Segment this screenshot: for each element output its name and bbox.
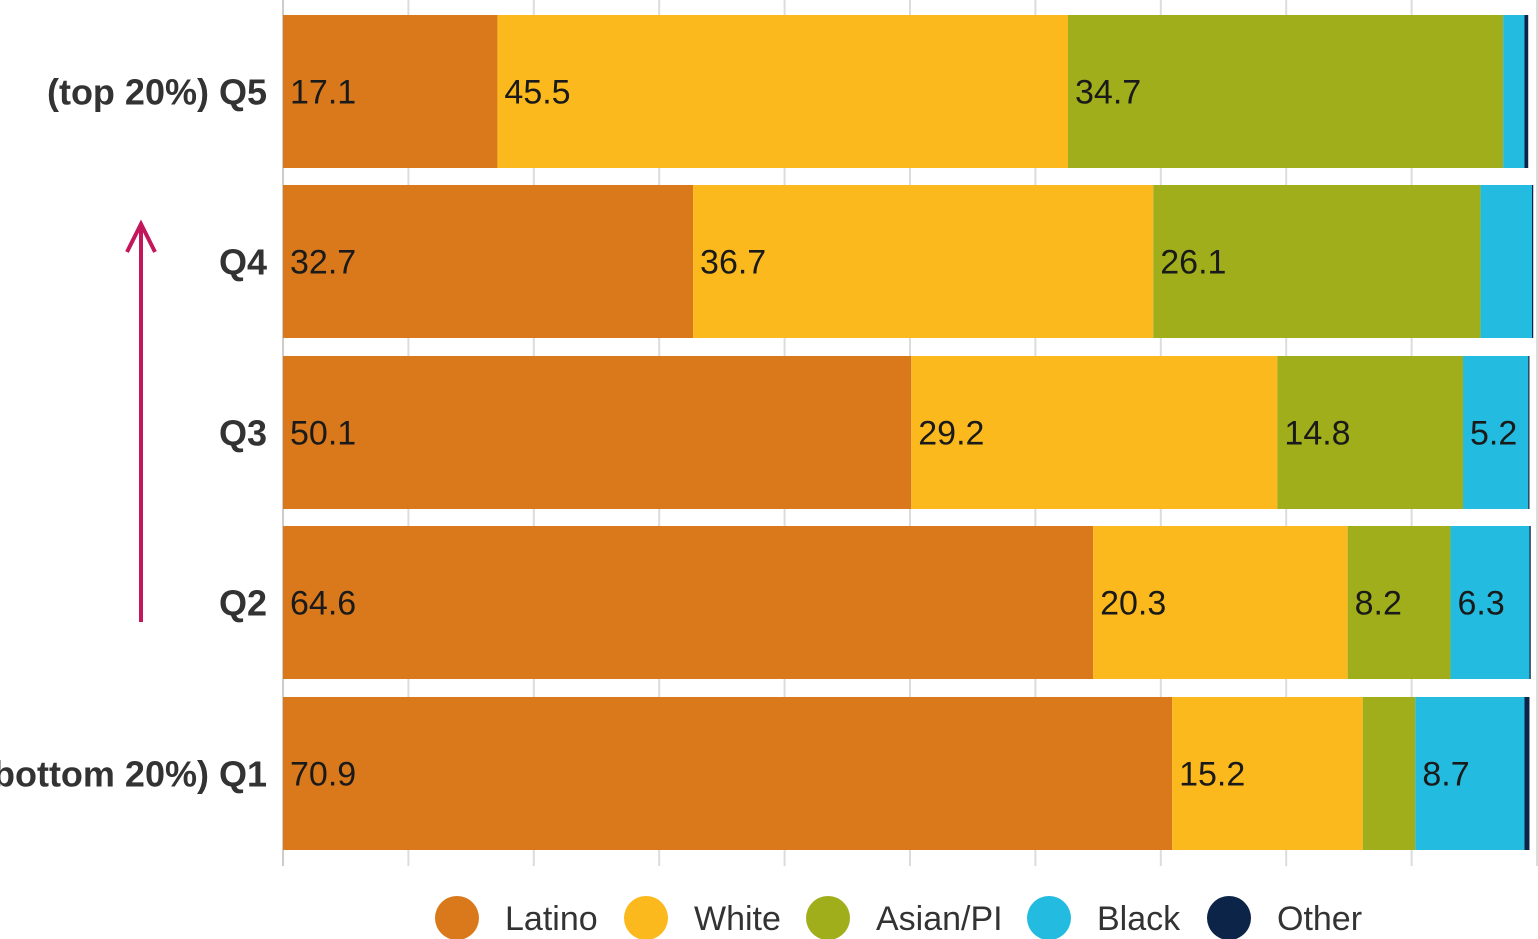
bar-segment-black xyxy=(1463,356,1529,509)
bar-segment-asian-pi xyxy=(1068,15,1504,168)
data-label: 29.2 xyxy=(918,415,984,453)
data-labels: 17.1 45.5 34.7 32.7 36.7 26.1 50.1 29.2 14.8 5.2 6… xyxy=(290,74,1517,794)
bar-segment-latino xyxy=(283,15,498,168)
data-label: 17.1 xyxy=(290,74,356,112)
bar-segment-black xyxy=(1503,15,1525,168)
legend-swatch xyxy=(1207,896,1251,939)
bar-segment-white xyxy=(693,185,1154,338)
data-label: 34.7 xyxy=(1075,74,1141,112)
legend-label: Asian/PI xyxy=(876,900,1003,938)
category-labels: (top 20%) Q5 Q4 Q3 Q2 (bottom 20%) Q1 xyxy=(0,72,267,795)
bar-segment-asian-pi xyxy=(1347,526,1451,679)
bar-segment-asian-pi xyxy=(1153,185,1481,338)
legend-label: Latino xyxy=(505,900,598,938)
data-label: 32.7 xyxy=(290,244,356,282)
bar-segment-other xyxy=(1529,526,1531,679)
bar-segment-white xyxy=(911,356,1278,509)
arrow-head xyxy=(125,219,157,253)
legend-swatch xyxy=(624,896,668,939)
data-label: 6.3 xyxy=(1457,585,1504,623)
legend: Latino White Asian/PI Black Other xyxy=(435,896,1362,939)
bar-segment-other xyxy=(1528,356,1530,509)
data-label: 8.7 xyxy=(1422,756,1469,794)
bar-segment-white xyxy=(497,15,1069,168)
category-label: (top 20%) Q5 xyxy=(47,72,267,113)
legend-label: White xyxy=(694,900,781,938)
legend-swatch xyxy=(806,896,850,939)
bar-segment-asian-pi xyxy=(1362,697,1416,850)
legend-label: Other xyxy=(1277,900,1362,938)
legend-swatch xyxy=(435,896,479,939)
bar-segment-black xyxy=(1450,526,1530,679)
data-label: 70.9 xyxy=(290,756,356,794)
category-label: Q2 xyxy=(219,583,267,624)
bar-segment-other xyxy=(1531,185,1534,338)
bars xyxy=(283,15,1534,850)
data-label: 26.1 xyxy=(1160,244,1226,282)
bar-segment-asian-pi xyxy=(1277,356,1464,509)
data-label: 36.7 xyxy=(700,244,766,282)
category-label: Q3 xyxy=(219,413,267,454)
data-label: 20.3 xyxy=(1100,585,1166,623)
trend-arrow xyxy=(125,219,157,622)
bar-segment-black xyxy=(1415,697,1525,850)
bar-segment-latino xyxy=(283,185,694,338)
bar-segment-latino xyxy=(283,697,1173,850)
bar-segment-latino xyxy=(283,356,912,509)
data-label: 50.1 xyxy=(290,415,356,453)
data-label: 8.2 xyxy=(1355,585,1402,623)
bar-segment-other xyxy=(1524,697,1530,850)
data-label: 15.2 xyxy=(1179,756,1245,794)
bar-segment-other xyxy=(1524,15,1529,168)
legend-swatch xyxy=(1027,896,1071,939)
bar-segment-black xyxy=(1480,185,1532,338)
data-label: 5.2 xyxy=(1470,415,1517,453)
category-label: Q4 xyxy=(219,242,267,283)
category-label: (bottom 20%) Q1 xyxy=(0,754,267,795)
legend-label: Black xyxy=(1097,900,1181,938)
bar-segment-white xyxy=(1172,697,1363,850)
bar-segment-white xyxy=(1093,526,1348,679)
data-label: 45.5 xyxy=(504,74,570,112)
bar-segment-latino xyxy=(283,526,1094,679)
data-label: 64.6 xyxy=(290,585,356,623)
data-label: 14.8 xyxy=(1284,415,1350,453)
